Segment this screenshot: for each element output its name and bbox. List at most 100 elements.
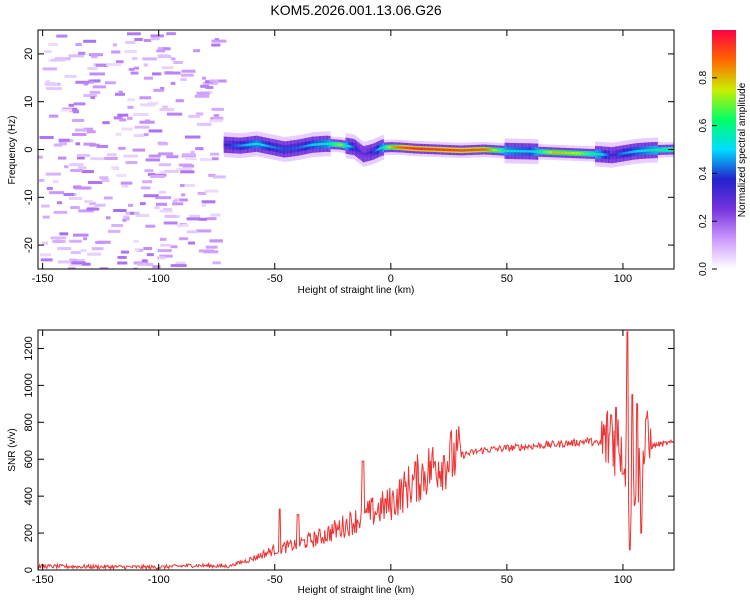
noise-cell <box>212 79 227 83</box>
ridge-cell <box>332 143 335 146</box>
noise-cell <box>195 229 212 233</box>
ridge-cell <box>381 146 383 149</box>
ridge-cell <box>284 148 286 151</box>
noise-cell <box>71 261 86 265</box>
colorbar: 0.0 0.2 0.4 0.6 0.8 Normalized spectral ampl… <box>698 30 748 276</box>
noise-cell <box>116 173 127 177</box>
noise-cell <box>208 173 216 177</box>
noise-cell <box>158 142 169 146</box>
ridge-cell <box>494 148 496 152</box>
ridge-cell <box>512 149 515 153</box>
noise-cell <box>68 196 83 200</box>
noise-cell <box>51 58 66 62</box>
ridge-cell <box>243 144 245 147</box>
noise-cell <box>166 155 179 159</box>
ridge-cell <box>436 148 438 151</box>
noise-cell <box>179 198 188 202</box>
ridge-cell <box>393 146 395 149</box>
noise-cell <box>210 213 221 217</box>
ridge-cell <box>408 146 410 150</box>
noise-cell <box>38 155 43 159</box>
ridge-cell <box>260 143 263 146</box>
spectrogram-x-tick-label: 0 <box>388 273 394 285</box>
noise-cell <box>86 207 100 211</box>
ridge-cell <box>499 149 502 152</box>
noise-cell <box>157 54 169 58</box>
ridge-cell <box>642 149 645 152</box>
ridge-cell <box>229 143 231 147</box>
ridge-cell <box>248 143 250 146</box>
noise-cell <box>149 175 165 179</box>
noise-cell <box>201 204 206 208</box>
ridge-cell <box>407 146 409 150</box>
ridge-cell <box>618 152 620 156</box>
ridge-cell <box>264 144 266 147</box>
ridge-cell <box>265 144 267 147</box>
ridge-cell <box>369 151 372 154</box>
noise-cell <box>46 87 62 91</box>
ridge-cell <box>410 147 412 150</box>
noise-cell <box>103 196 113 200</box>
noise-cell <box>101 179 110 183</box>
noise-cell <box>60 108 73 112</box>
ridge-cell <box>385 146 387 149</box>
ridge-cell <box>479 148 481 151</box>
noise-cell <box>209 79 219 83</box>
ridge-cell <box>483 148 486 151</box>
ridge-cell <box>631 150 633 154</box>
noise-cell <box>139 96 152 100</box>
ridge-cell <box>620 152 623 155</box>
ridge-cell <box>378 148 380 151</box>
noise-cell <box>75 142 81 146</box>
ridge-cell <box>228 143 230 147</box>
ridge-cell <box>596 152 598 156</box>
ridge-cell <box>425 147 428 151</box>
colorbar-tick-label: 0.6 <box>698 118 709 132</box>
ridge-cell <box>395 146 397 149</box>
noise-cell <box>69 263 82 267</box>
ridge-cell <box>605 153 607 156</box>
noise-cell <box>195 147 204 151</box>
ridge-cell <box>251 143 253 146</box>
ridge-cell <box>396 146 399 149</box>
ridge-cell <box>388 146 390 149</box>
colorbar-tick-label: 0.2 <box>698 214 709 228</box>
ridge-cell <box>549 151 552 154</box>
noise-cell <box>175 99 184 103</box>
ridge-cell <box>656 148 658 152</box>
ridge-cell <box>347 144 350 148</box>
ridge-cell <box>446 148 448 152</box>
spectrogram-y-tick-label: 0 <box>23 146 35 152</box>
ridge-cell <box>534 150 537 153</box>
snr-x-tick-label: 50 <box>501 574 513 586</box>
ridge-cell <box>437 148 439 151</box>
ridge-cell <box>371 150 373 154</box>
noise-cell <box>164 169 179 173</box>
ridge-cell <box>540 150 542 154</box>
noise-cell <box>136 262 145 266</box>
ridge-cell <box>646 149 648 152</box>
noise-cell <box>180 170 195 174</box>
ridge-cell <box>431 148 433 151</box>
ridge-cell <box>402 146 404 149</box>
ridge-cell <box>411 147 414 150</box>
ridge-cell <box>415 147 417 150</box>
noise-cell <box>164 214 177 218</box>
noise-cell <box>75 80 90 84</box>
noise-cell <box>211 107 224 111</box>
ridge-cell <box>331 142 334 146</box>
ridge-cell <box>617 153 619 156</box>
ridge-cell <box>513 149 516 153</box>
ridge-cell <box>419 147 422 150</box>
colorbar-ticks: 0.0 0.2 0.4 0.6 0.8 <box>698 70 717 276</box>
noise-cell <box>69 239 82 243</box>
ridge-cell <box>465 149 467 152</box>
ridge-cell <box>477 148 480 151</box>
ridge-cell <box>578 152 581 155</box>
snr-x-axis: -150 -100 -50 0 50 100 <box>32 330 632 586</box>
ridge-cell <box>527 150 530 153</box>
noise-cell <box>184 184 195 188</box>
noise-cell <box>143 63 148 67</box>
ridge-cell <box>552 151 554 154</box>
